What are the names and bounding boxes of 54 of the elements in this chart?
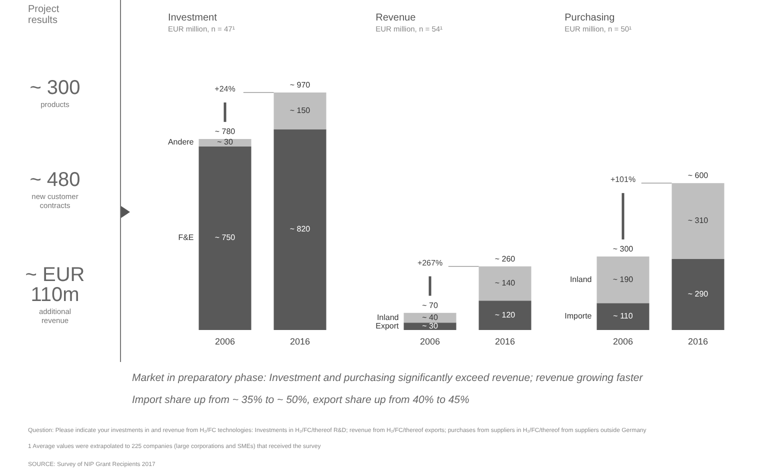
data-label: ~ 310 bbox=[688, 216, 709, 226]
bar bbox=[274, 92, 326, 130]
text: ~ EUR 110m bbox=[24, 264, 86, 306]
text: Project results bbox=[28, 4, 60, 26]
x-tick-label: 2016 bbox=[494, 336, 516, 346]
bar bbox=[198, 139, 252, 146]
data-label: ~ 40 bbox=[422, 312, 438, 322]
x-tick-label: 2006 bbox=[214, 336, 236, 346]
bar bbox=[404, 312, 456, 323]
data-label: ~ 820 bbox=[290, 224, 311, 234]
total-label: ~ 970 bbox=[290, 80, 311, 90]
x-tick-label: 2006 bbox=[420, 336, 440, 346]
series-label: Export bbox=[376, 321, 400, 330]
chart-title: Investment bbox=[168, 12, 218, 24]
series-label: Importe bbox=[564, 312, 592, 321]
series-label: Inland bbox=[570, 274, 592, 284]
total-label: ~ 300 bbox=[612, 244, 634, 254]
series-label: F&E bbox=[178, 233, 194, 242]
annotation: +267% bbox=[417, 258, 443, 268]
bar bbox=[672, 183, 724, 259]
bar bbox=[596, 303, 650, 330]
x-tick-label: 2006 bbox=[612, 336, 634, 346]
total-label: ~ 70 bbox=[422, 300, 438, 310]
series-label: Inland bbox=[376, 312, 399, 322]
data-label: ~ 290 bbox=[688, 289, 709, 298]
annotation: +24% bbox=[214, 84, 236, 94]
text: ~ 300 bbox=[28, 77, 82, 99]
x-tick-label: 2016 bbox=[688, 336, 708, 346]
bar bbox=[478, 266, 532, 301]
total-label: ~ 260 bbox=[494, 254, 516, 264]
chart-title: Revenue bbox=[376, 12, 416, 24]
total-label: ~ 600 bbox=[688, 171, 709, 180]
data-label: ~ 120 bbox=[494, 310, 516, 320]
data-label: ~ 150 bbox=[290, 106, 311, 115]
data-label: ~ 30 bbox=[217, 138, 234, 147]
data-label: ~ 140 bbox=[494, 278, 516, 288]
x-tick-label: 2016 bbox=[290, 336, 310, 346]
data-label: ~ 750 bbox=[214, 233, 236, 242]
chart-title: Purchasing bbox=[564, 12, 615, 24]
bar bbox=[274, 129, 326, 330]
bar bbox=[596, 256, 650, 304]
text: ~ 480 bbox=[28, 169, 82, 191]
text: Market in preparatory phase: Investment and purchasing significantly exceed revenue; revenue growing faster bbox=[132, 372, 643, 384]
text: Import share up from ~ 35% to ~ 50%, export share up from 40% to 45% bbox=[132, 394, 470, 406]
total-label: ~ 780 bbox=[214, 127, 236, 136]
annotation: +101% bbox=[610, 175, 636, 184]
bar bbox=[478, 300, 532, 330]
bar bbox=[404, 322, 456, 330]
bar bbox=[672, 258, 724, 330]
data-label: ~ 190 bbox=[612, 274, 634, 284]
series-label: Andere bbox=[168, 138, 194, 147]
data-label: ~ 30 bbox=[422, 321, 438, 330]
bar bbox=[198, 146, 252, 330]
data-label: ~ 110 bbox=[613, 312, 634, 321]
